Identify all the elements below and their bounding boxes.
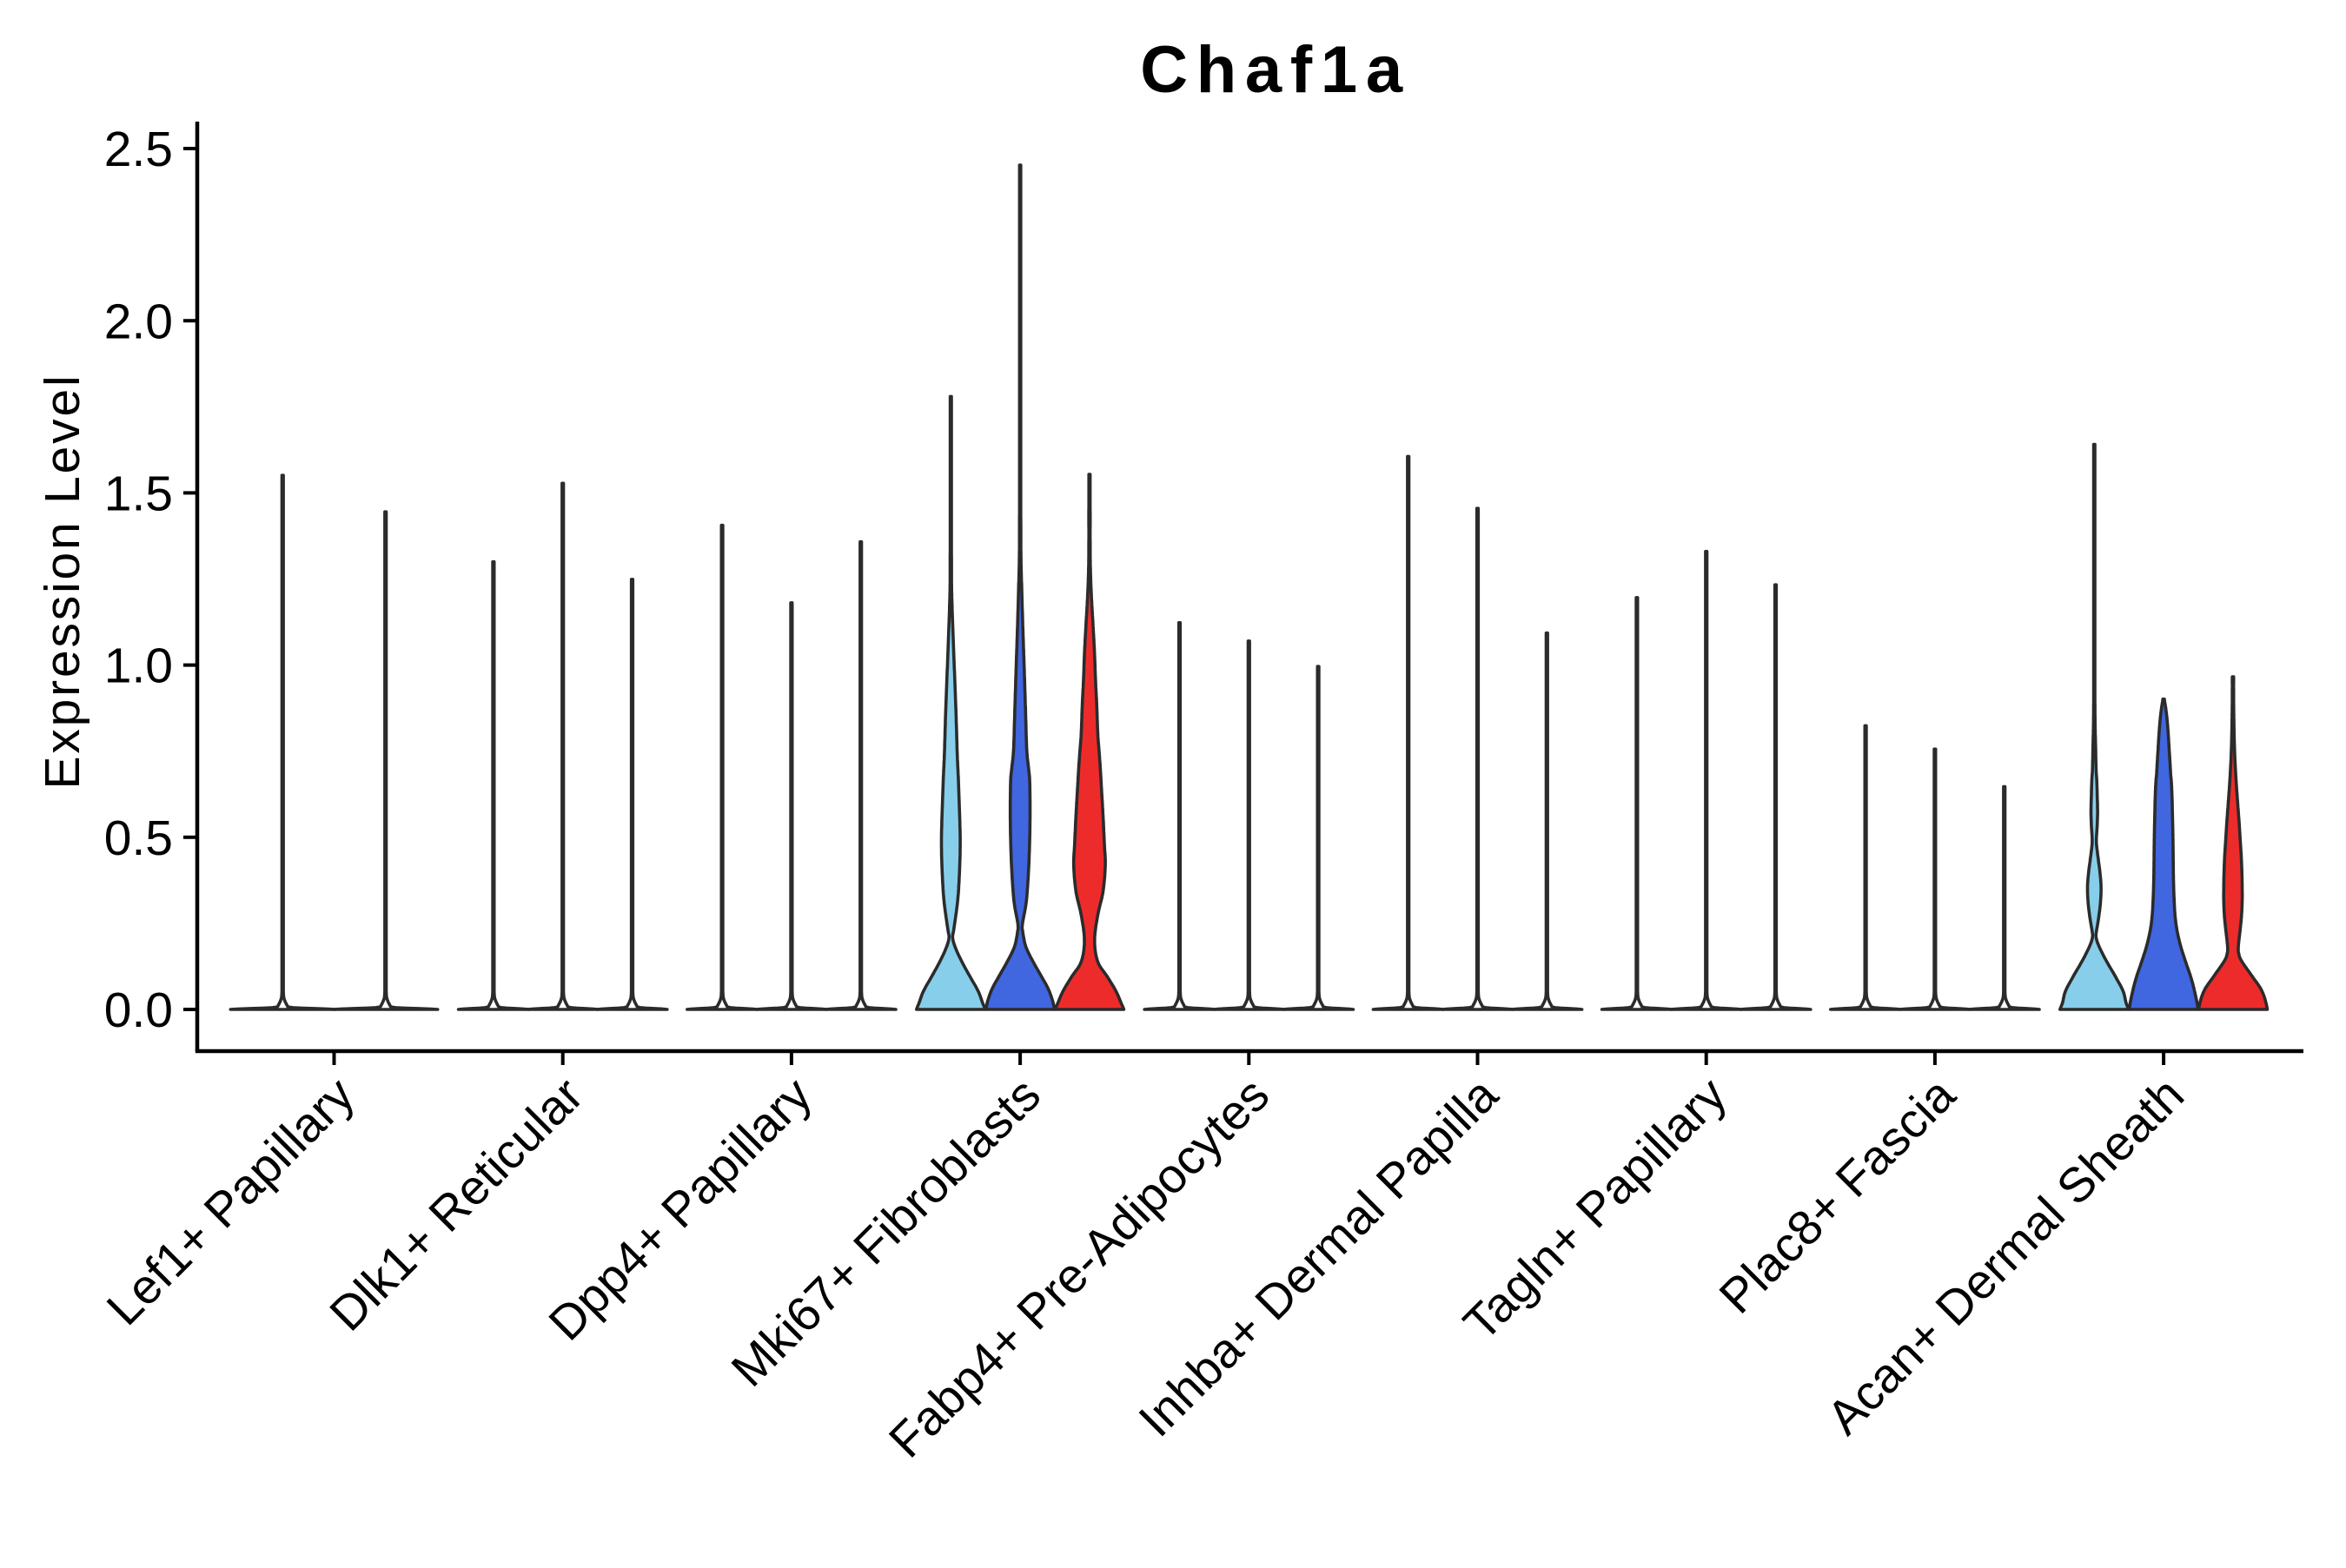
svg-text:0.5: 0.5 — [104, 810, 173, 866]
svg-text:1.0: 1.0 — [104, 638, 173, 694]
svg-text:1.5: 1.5 — [104, 466, 173, 522]
svg-text:0.0: 0.0 — [104, 982, 173, 1038]
svg-text:Chaf1a: Chaf1a — [1140, 33, 1411, 107]
svg-text:Expression Level: Expression Level — [35, 374, 90, 790]
svg-text:2.0: 2.0 — [104, 294, 173, 349]
svg-text:2.5: 2.5 — [104, 122, 173, 177]
